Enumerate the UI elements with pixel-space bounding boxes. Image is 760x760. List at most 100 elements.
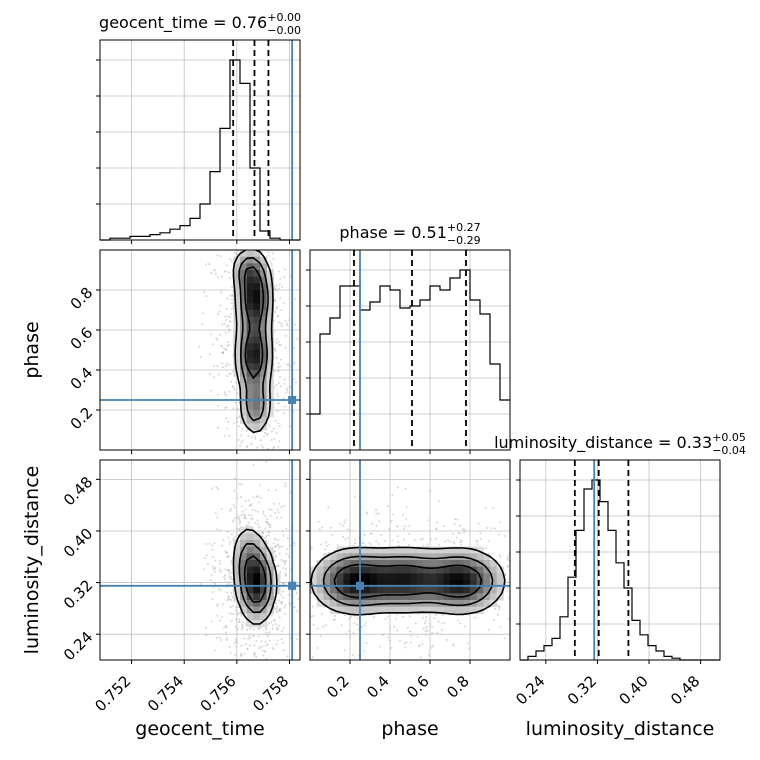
- sample-point: [272, 427, 275, 430]
- sample-point: [273, 370, 276, 373]
- sample-point: [322, 625, 325, 628]
- density-cell: [336, 560, 344, 568]
- density-cell: [343, 593, 351, 601]
- sample-point: [445, 638, 448, 641]
- sample-point: [302, 567, 304, 569]
- sample-point: [261, 535, 264, 538]
- density-cell: [383, 586, 391, 594]
- sample-point: [240, 434, 243, 437]
- density-cell: [246, 553, 254, 561]
- sample-point: [254, 246, 256, 248]
- contour-line: [333, 563, 483, 599]
- density-cell: [470, 553, 478, 561]
- density-cell: [463, 573, 471, 581]
- density-cell: [240, 566, 248, 574]
- sample-point: [390, 520, 393, 523]
- title-sub: −0.04: [712, 444, 746, 457]
- density-cell: [436, 606, 444, 614]
- sample-point: [270, 509, 273, 512]
- sample-point: [453, 523, 456, 526]
- sample-point: [203, 291, 206, 294]
- sample-point: [468, 647, 471, 650]
- sample-point: [224, 348, 227, 351]
- sample-point: [279, 601, 282, 604]
- panel-geocent_time-luminosity_distance: [100, 460, 300, 660]
- sample-point: [296, 577, 298, 579]
- sample-point: [219, 291, 222, 294]
- sample-point: [512, 575, 514, 577]
- density-cell: [483, 593, 491, 601]
- density-cell: [396, 546, 404, 554]
- density-cell: [253, 553, 261, 561]
- sample-point: [334, 614, 337, 617]
- sample-point: [370, 663, 372, 665]
- sample-point: [386, 615, 389, 618]
- sample-point: [216, 605, 219, 608]
- density-cell: [456, 560, 464, 568]
- title-sub: −0.29: [447, 234, 481, 247]
- sample-point: [216, 364, 219, 367]
- sample-point: [389, 626, 392, 629]
- sample-point: [259, 496, 262, 499]
- sample-point: [324, 548, 327, 551]
- sample-point: [435, 537, 438, 540]
- sample-point: [311, 605, 314, 608]
- sample-point: [233, 642, 236, 645]
- sample-point: [282, 641, 285, 644]
- density-cell: [246, 256, 254, 264]
- density-cell: [246, 403, 254, 411]
- density-cell: [376, 606, 384, 614]
- sample-point: [286, 322, 289, 325]
- density-cell: [253, 566, 261, 574]
- sample-point: [251, 244, 253, 246]
- density-cell: [316, 560, 324, 568]
- density-cell: [476, 566, 484, 574]
- sample-point: [405, 518, 408, 521]
- density-cell: [450, 560, 458, 568]
- sample-point: [208, 542, 211, 545]
- sample-point: [310, 615, 313, 618]
- sample-point: [229, 577, 232, 580]
- x-tick-label: 0.4: [363, 672, 393, 702]
- hist-frame: [99, 39, 301, 241]
- sample-point: [284, 334, 287, 337]
- density-cell: [240, 363, 248, 371]
- sample-point: [278, 343, 281, 346]
- sample-point: [225, 637, 228, 640]
- density-cell: [423, 560, 431, 568]
- sample-point: [286, 655, 289, 658]
- sample-point: [498, 606, 501, 609]
- sample-point: [460, 543, 463, 546]
- density-cell: [396, 586, 404, 594]
- sample-point: [231, 520, 234, 523]
- density-cell: [233, 580, 241, 588]
- density-cell: [260, 410, 268, 418]
- sample-point: [216, 603, 219, 606]
- sample-point: [225, 364, 228, 367]
- sample-point: [307, 533, 309, 535]
- sample-point: [424, 619, 427, 622]
- sample-point: [421, 537, 424, 540]
- sample-point: [244, 232, 246, 234]
- sample-point: [225, 307, 228, 310]
- sample-point: [257, 501, 260, 504]
- sample-point: [348, 630, 351, 633]
- sample-point: [228, 543, 231, 546]
- density-cell: [266, 370, 274, 378]
- density-cell: [370, 546, 378, 554]
- y-tick-label: 0.8: [67, 284, 97, 314]
- sample-point: [429, 490, 432, 493]
- density-cell: [266, 336, 274, 344]
- sample-point: [219, 619, 222, 622]
- sample-point: [422, 627, 425, 630]
- hist-panel-phase: phase = 0.51+0.27 −0.29: [306, 221, 510, 454]
- sample-point: [231, 578, 234, 581]
- sample-point: [484, 547, 487, 550]
- sample-point: [403, 538, 406, 541]
- sample-point: [395, 629, 398, 632]
- sample-point: [238, 517, 241, 520]
- density-cell: [443, 566, 451, 574]
- sample-point: [332, 618, 335, 621]
- sample-point: [221, 362, 224, 365]
- sample-point: [393, 625, 396, 628]
